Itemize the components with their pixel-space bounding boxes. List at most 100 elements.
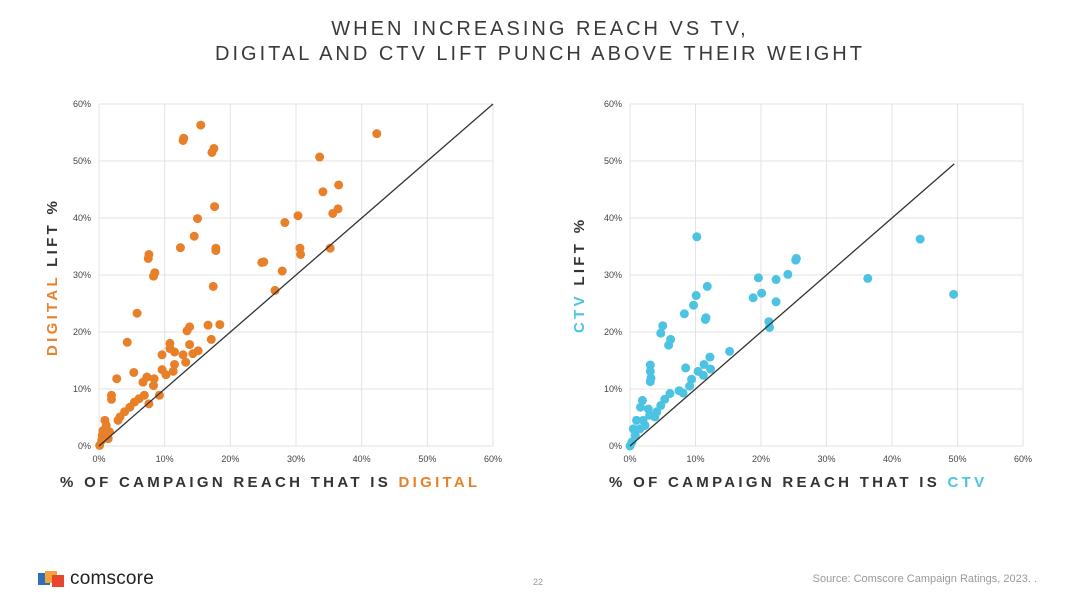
data-point — [293, 211, 303, 221]
x-tick-label: 30% — [817, 454, 835, 464]
y-tick-label: 60% — [73, 99, 91, 109]
data-point — [645, 360, 655, 370]
data-point — [699, 359, 709, 369]
y-tick-label: 50% — [604, 156, 622, 166]
data-point — [132, 308, 142, 318]
y-tick-label: 40% — [604, 213, 622, 223]
data-point — [691, 291, 701, 301]
data-point — [725, 346, 735, 356]
parity-reference-line — [98, 103, 494, 447]
data-point — [175, 243, 185, 253]
data-point — [196, 120, 206, 130]
comscore-logo: comscore — [38, 568, 154, 590]
data-point — [178, 135, 188, 145]
data-point — [129, 367, 139, 377]
x-tick-label: 20% — [752, 454, 770, 464]
data-point — [277, 266, 287, 276]
data-point — [143, 253, 153, 263]
data-point — [685, 381, 695, 391]
data-point — [170, 347, 180, 357]
data-point — [656, 401, 666, 411]
data-point — [687, 374, 697, 384]
x-tick-label: 40% — [883, 454, 901, 464]
data-point — [689, 300, 699, 310]
data-point — [863, 273, 873, 283]
data-point — [181, 357, 191, 367]
y-tick-label: 20% — [604, 327, 622, 337]
x-tick-label: 30% — [287, 454, 305, 464]
data-point — [328, 208, 338, 218]
data-point — [702, 281, 712, 291]
source-note: Source: Comscore Campaign Ratings, 2023.… — [812, 573, 1037, 585]
data-point — [665, 389, 675, 399]
comscore-logo-icon — [38, 571, 66, 587]
data-point — [645, 366, 655, 376]
data-point — [182, 326, 192, 336]
data-point — [757, 288, 767, 298]
y-tick-label: 10% — [604, 384, 622, 394]
data-point — [168, 366, 178, 376]
data-point — [915, 234, 925, 244]
data-point — [748, 293, 758, 303]
data-point — [372, 129, 382, 139]
data-point — [692, 232, 702, 242]
data-point — [656, 328, 666, 338]
data-point — [658, 321, 668, 331]
y-tick-label: 10% — [73, 384, 91, 394]
data-point — [635, 402, 645, 412]
x-tick-label: 60% — [484, 454, 502, 464]
data-point — [771, 275, 781, 285]
data-point — [149, 374, 159, 384]
x-tick-label: 60% — [1014, 454, 1032, 464]
data-point — [650, 412, 660, 422]
x-tick-label: 50% — [418, 454, 436, 464]
x-tick-label: 40% — [353, 454, 371, 464]
data-point — [170, 359, 180, 369]
title-line-1: WHEN INCREASING REACH VS TV, — [331, 18, 749, 40]
data-point — [106, 394, 116, 404]
x-tick-label: 20% — [221, 454, 239, 464]
data-point — [679, 309, 689, 319]
title-line-2: DIGITAL AND CTV LIFT PUNCH ABOVE THEIR W… — [215, 43, 865, 65]
data-point — [122, 337, 132, 347]
x-tick-label: 0% — [92, 454, 105, 464]
data-point — [208, 281, 218, 291]
data-point — [698, 370, 708, 380]
data-point — [280, 218, 290, 228]
data-point — [325, 243, 335, 253]
x-tick-label: 50% — [948, 454, 966, 464]
data-point — [207, 147, 217, 157]
data-point — [640, 420, 650, 430]
data-point — [185, 340, 195, 350]
data-point — [178, 350, 188, 360]
data-point — [637, 395, 647, 405]
data-point — [193, 214, 202, 224]
data-point — [149, 381, 159, 391]
data-point — [681, 363, 691, 373]
data-point — [193, 346, 203, 356]
ctv-x-axis-label: % OF CAMPAIGN REACH THAT IS CTV — [609, 474, 988, 491]
data-point — [791, 255, 801, 265]
data-point — [206, 334, 216, 344]
data-point — [105, 427, 115, 437]
data-point — [210, 202, 220, 212]
data-point — [783, 269, 793, 279]
data-point — [318, 187, 328, 197]
digital-x-axis-label: % OF CAMPAIGN REACH THAT IS DIGITAL — [60, 474, 481, 491]
logo-text: comscore — [70, 568, 154, 589]
data-point — [705, 352, 715, 362]
digital-chart: 0% 10% 20% 30% 40% 50% 60% 0% 10% 20% 30% 40% 50% 60% — [73, 99, 502, 464]
data-point — [678, 388, 688, 398]
data-point — [215, 320, 225, 330]
y-tick-label: 0% — [609, 441, 622, 451]
y-tick-label: 20% — [73, 327, 91, 337]
data-point — [138, 377, 148, 387]
data-point — [157, 350, 167, 360]
ctv-chart: 0% 10% 20% 30% 40% 50% 60% 0% 10% 20% 30% 40% 50% 60% — [604, 99, 1032, 464]
data-point — [753, 273, 763, 283]
data-point — [112, 374, 122, 384]
page-number: 22 — [533, 577, 544, 587]
y-tick-label: 40% — [73, 213, 91, 223]
y-tick-label: 50% — [73, 156, 91, 166]
